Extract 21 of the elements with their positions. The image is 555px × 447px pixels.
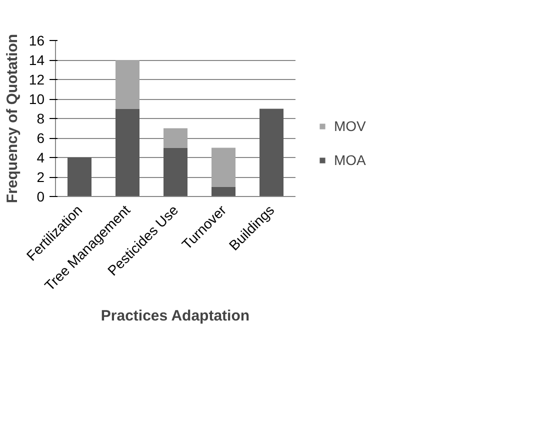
bar <box>164 128 188 148</box>
y-tick-label: 8 <box>36 110 45 126</box>
bar <box>116 108 140 196</box>
bar <box>212 186 236 196</box>
bar <box>260 108 284 196</box>
y-axis-title: Frequency of Quotation <box>4 34 21 204</box>
legend-label: MOV <box>334 118 366 134</box>
y-tick-label: 0 <box>36 188 45 204</box>
y-tick-label: 16 <box>28 32 45 48</box>
bar <box>116 60 140 109</box>
bar <box>68 158 92 196</box>
y-tick-label: 14 <box>28 52 45 68</box>
y-tick-label: 10 <box>28 91 45 107</box>
x-axis-title: Practices Adaptation <box>100 307 250 324</box>
y-tick-label: 2 <box>36 169 45 185</box>
bar <box>164 148 188 196</box>
bar <box>212 148 236 187</box>
y-tick-label: 4 <box>36 150 45 166</box>
y-tick-label: 12 <box>28 72 45 88</box>
legend-label: MOA <box>334 152 366 168</box>
y-tick-label: 6 <box>36 130 45 146</box>
